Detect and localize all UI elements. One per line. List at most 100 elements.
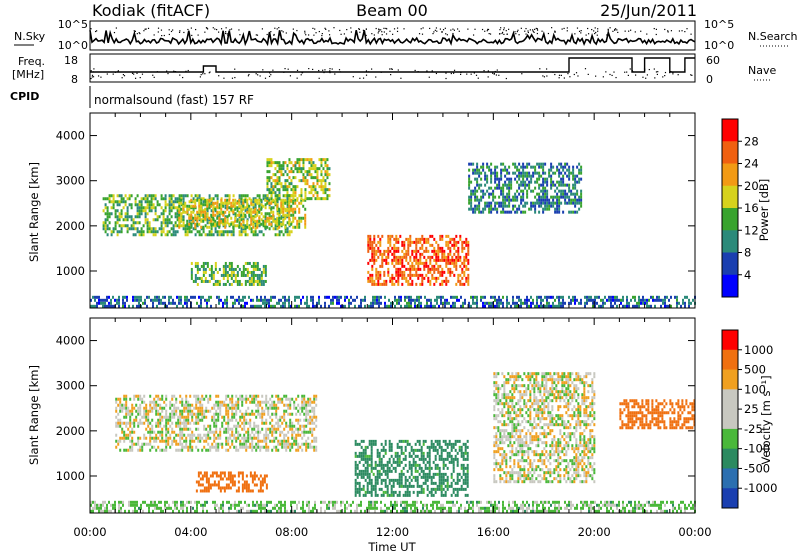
heatmap-cell xyxy=(377,249,380,253)
heatmap-cell xyxy=(131,427,134,431)
heatmap-cell xyxy=(251,427,254,431)
heatmap-cell xyxy=(302,179,305,183)
heatmap-cell xyxy=(224,201,227,205)
heatmap-cell xyxy=(181,436,184,440)
heatmap-cell xyxy=(94,295,96,299)
heatmap-cell xyxy=(228,210,231,214)
heatmap-cell xyxy=(110,233,113,237)
heatmap-cell xyxy=(258,210,261,214)
heatmap-cell xyxy=(129,430,132,434)
heatmap-cell xyxy=(96,295,98,299)
heatmap-cell xyxy=(179,448,182,452)
heatmap-cell xyxy=(237,397,240,401)
heatmap-cell xyxy=(354,466,357,470)
heatmap-cell xyxy=(273,445,276,449)
heatmap-cell xyxy=(391,261,394,265)
heatmap-cell xyxy=(518,186,521,190)
heatmap-cell xyxy=(243,433,246,437)
heatmap-cell xyxy=(116,301,118,305)
heatmap-cell xyxy=(260,207,263,211)
heatmap-cell xyxy=(252,222,255,226)
heatmap-cell xyxy=(270,161,273,165)
heatmap-cell xyxy=(568,295,570,299)
heatmap-cell xyxy=(376,301,378,305)
heatmap-cell xyxy=(288,201,291,205)
heatmap-cell xyxy=(155,433,158,437)
heatmap-cell xyxy=(387,246,390,250)
heatmap-cell xyxy=(227,394,230,398)
heatmap-cell xyxy=(131,436,134,440)
heatmap-cell xyxy=(358,451,361,455)
noise-search-point xyxy=(655,28,658,30)
heatmap-cell xyxy=(185,442,188,446)
heatmap-cell xyxy=(156,200,159,204)
nave-point xyxy=(577,75,579,77)
heatmap-cell xyxy=(138,209,141,213)
heatmap-cell xyxy=(203,427,206,431)
heatmap-cell xyxy=(131,430,134,434)
heatmap-cell xyxy=(310,161,313,165)
heatmap-cell xyxy=(421,279,424,283)
heatmap-cell xyxy=(608,295,610,299)
heatmap-cell xyxy=(252,215,255,219)
heatmap-cell xyxy=(268,191,271,195)
heatmap-cell xyxy=(200,298,202,302)
heatmap-cell xyxy=(153,403,156,407)
heatmap-cell xyxy=(216,201,219,205)
heatmap-cell xyxy=(264,218,267,222)
heatmap-cell xyxy=(376,493,379,497)
heatmap-cell xyxy=(286,207,289,211)
nave-point xyxy=(174,71,176,73)
noise-search-point xyxy=(535,27,537,30)
heatmap-cell xyxy=(482,207,485,211)
heatmap-cell xyxy=(311,406,314,410)
noise-search-point xyxy=(225,31,227,33)
heatmap-cell xyxy=(182,221,185,225)
heatmap-cell xyxy=(620,298,622,302)
heatmap-cell xyxy=(520,201,523,205)
heatmap-cell xyxy=(570,298,572,302)
heatmap-cell xyxy=(165,433,168,437)
heatmap-cell xyxy=(373,240,376,244)
heatmap-cell xyxy=(170,206,173,210)
heatmap-cell xyxy=(268,170,271,174)
heatmap-cell xyxy=(516,174,519,178)
heatmap-cell xyxy=(326,167,329,171)
heatmap-cell xyxy=(112,227,115,231)
noise-search-point xyxy=(206,27,208,29)
noise-search-point xyxy=(239,34,241,36)
heatmap-cell xyxy=(268,304,270,308)
heatmap-cell xyxy=(393,258,396,262)
heatmap-cell xyxy=(231,433,234,437)
heatmap-cell xyxy=(304,197,307,201)
heatmap-cell xyxy=(532,301,534,305)
heatmap-cell xyxy=(518,174,521,178)
heatmap-cell xyxy=(141,400,144,404)
heatmap-cell xyxy=(322,191,325,195)
heatmap-cell xyxy=(214,230,217,234)
heatmap-cell xyxy=(274,227,277,231)
heatmap-cell xyxy=(155,400,158,404)
heatmap-cell xyxy=(297,427,300,431)
heatmap-cell xyxy=(278,197,281,201)
heatmap-cell xyxy=(197,415,200,419)
heatmap-cell xyxy=(120,194,123,198)
heatmap-cell xyxy=(153,439,156,443)
heatmap-cell xyxy=(267,400,270,404)
nave-point xyxy=(391,68,393,70)
heatmap-cell xyxy=(310,188,313,192)
heatmap-cell xyxy=(159,403,162,407)
heatmap-cell xyxy=(532,171,535,175)
heatmap-cell xyxy=(476,183,479,187)
heatmap-cell xyxy=(530,174,533,178)
heatmap-cell xyxy=(580,198,583,202)
heatmap-cell xyxy=(360,454,363,458)
heatmap-cell xyxy=(356,463,359,467)
heatmap-cell xyxy=(106,298,108,302)
heatmap-cell xyxy=(165,412,168,416)
heatmap-cell xyxy=(152,233,155,237)
heatmap-cell xyxy=(240,218,243,222)
heatmap-cell xyxy=(188,225,191,229)
heatmap-cell xyxy=(502,162,505,166)
noise-search-point xyxy=(362,29,365,31)
